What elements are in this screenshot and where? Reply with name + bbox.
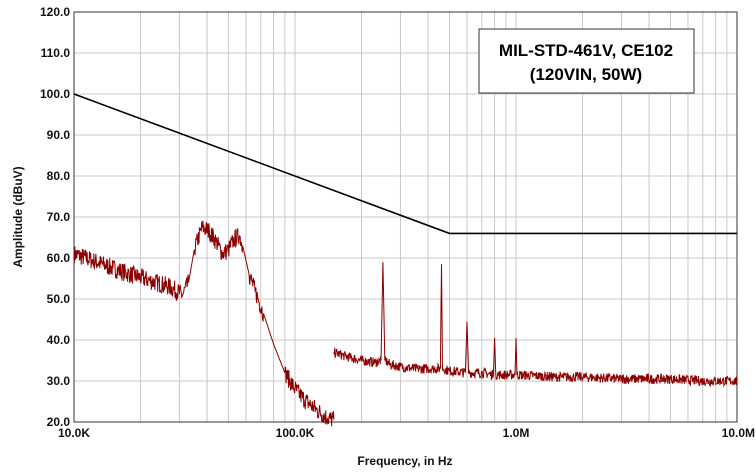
limit-line bbox=[73, 93, 737, 235]
series-lines bbox=[73, 93, 738, 427]
legend-box: MIL-STD-461V, CE102 (120VIN, 50W) bbox=[478, 28, 695, 94]
y-tick-label: 110.0 bbox=[41, 46, 71, 60]
x-tick-label: 10.0M bbox=[722, 426, 755, 440]
measured-emission-trace bbox=[73, 220, 335, 427]
y-tick-labels: 20.0 30.0 40.0 50.0 60.0 70.0 80.0 90.0 100.0 110… bbox=[40, 5, 70, 429]
measured-emission-trace bbox=[333, 262, 738, 388]
x-axis-label: Frequency, in Hz bbox=[357, 454, 452, 468]
legend-box-frame bbox=[478, 28, 695, 94]
x-tick-labels: 10.0K 100.0K 1.0M 10.0M bbox=[58, 426, 755, 440]
x-tick-label: 100.0K bbox=[276, 426, 315, 440]
y-tick-label: 70.0 bbox=[47, 210, 71, 224]
y-axis-label: Amplitude (dBuV) bbox=[11, 166, 25, 267]
y-tick-label: 100.0 bbox=[40, 87, 70, 101]
x-tick-label: 1.0M bbox=[503, 426, 530, 440]
y-tick-label: 40.0 bbox=[47, 333, 71, 347]
y-tick-label: 20.0 bbox=[47, 415, 71, 429]
y-tick-label: 30.0 bbox=[47, 374, 71, 388]
y-tick-label: 80.0 bbox=[47, 169, 71, 183]
y-tick-label: 50.0 bbox=[47, 292, 71, 306]
y-tick-label: 60.0 bbox=[47, 251, 71, 265]
x-tick-label: 10.0K bbox=[58, 426, 90, 440]
legend-line-1: MIL-STD-461V, CE102 bbox=[499, 41, 673, 60]
y-tick-label: 90.0 bbox=[47, 128, 71, 142]
plot-area-frame bbox=[73, 11, 738, 423]
y-tick-label: 120.0 bbox=[40, 5, 70, 19]
legend-line-2: (120VIN, 50W) bbox=[530, 65, 642, 84]
